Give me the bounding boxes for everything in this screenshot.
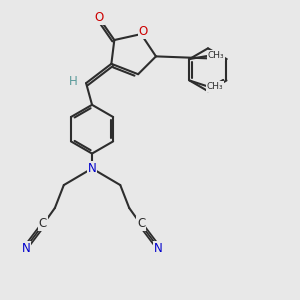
Text: O: O: [139, 25, 148, 38]
Text: N: N: [88, 162, 96, 175]
Text: N: N: [154, 242, 163, 255]
Text: O: O: [95, 11, 104, 24]
Text: CH₃: CH₃: [207, 82, 224, 91]
Text: CH₃: CH₃: [208, 51, 224, 60]
Text: C: C: [39, 217, 47, 230]
Text: C: C: [137, 217, 145, 230]
Text: N: N: [21, 242, 30, 255]
Text: H: H: [69, 75, 78, 88]
